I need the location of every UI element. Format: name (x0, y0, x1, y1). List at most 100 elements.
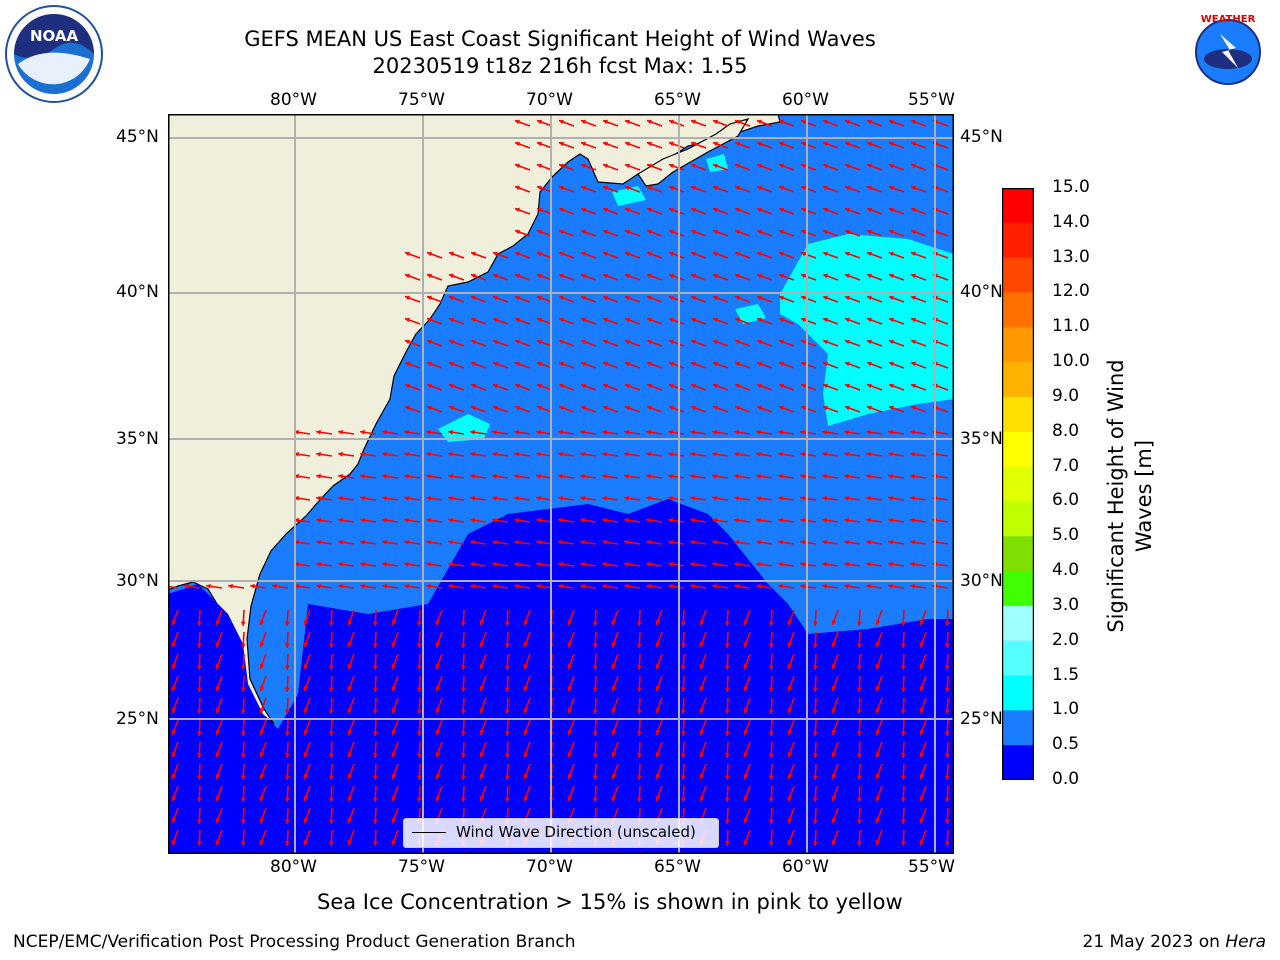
chart-title: GEFS MEAN US East Coast Significant Heig… (244, 27, 876, 51)
wave-direction-arrowhead (844, 273, 850, 279)
wave-direction-arrowhead (655, 708, 661, 713)
wave-direction-arrowhead (492, 495, 497, 501)
wave-direction-arrowhead (910, 339, 916, 345)
wave-direction-arrowhead (831, 664, 837, 669)
wave-direction-arrowhead (536, 583, 541, 589)
wave-direction-arrowhead (523, 708, 529, 713)
wave-direction-arrowhead (712, 251, 718, 257)
wave-direction-arrowhead (391, 642, 397, 647)
wave-direction-arrowhead (756, 495, 761, 501)
colorbar-tick-label: 0.0 (1052, 769, 1080, 789)
wave-direction-arrowhead (910, 451, 915, 457)
wave-direction-arrowhead (690, 119, 696, 125)
wave-direction-arrowhead (831, 708, 837, 713)
wave-direction-arrowhead (426, 583, 431, 589)
wave-direction-arrowhead (435, 708, 441, 713)
colorbar-tick-label: 8.0 (1052, 420, 1080, 441)
wave-direction-arrowhead (470, 451, 475, 457)
lon-label-top: 60°W (782, 90, 829, 110)
wave-direction-arrowhead (800, 295, 806, 301)
colorbar-cell (1002, 257, 1034, 293)
noaa-logo-text: NOAA (30, 27, 79, 45)
wave-direction-arrowhead (448, 273, 454, 279)
wave-direction-arrowhead (372, 621, 378, 626)
wave-direction-arrowhead (514, 495, 519, 501)
wave-direction-arrowhead (624, 185, 630, 191)
wave-direction-arrowhead (391, 774, 397, 779)
wave-direction-arrowhead (624, 561, 629, 567)
wave-direction-arrowhead (888, 451, 893, 457)
wave-direction-arrowhead (756, 473, 761, 479)
wave-direction-arrowhead (756, 251, 762, 257)
wave-direction-arrowhead (391, 686, 397, 691)
colorbar-cell (1002, 327, 1034, 363)
wave-direction-arrowhead (448, 405, 454, 411)
wave-direction-arrowhead (822, 405, 828, 411)
wave-direction-arrowhead (690, 251, 696, 257)
wave-direction-arrowhead (888, 583, 893, 589)
wave-direction-arrowhead (646, 473, 651, 479)
wave-direction-arrowhead (536, 539, 541, 545)
wave-direction-arrowhead (699, 730, 705, 735)
wave-direction-arrowhead (514, 383, 520, 389)
wave-direction-arrowhead (844, 539, 849, 545)
wave-direction-arrowhead (316, 473, 321, 479)
wave-direction-arrowhead (888, 517, 893, 523)
wave-direction-arrowhead (536, 473, 541, 479)
wave-direction-arrowhead (712, 185, 718, 191)
wave-direction-arrowhead (404, 251, 410, 257)
wave-direction-arrowhead (514, 473, 519, 479)
wave-direction-arrowhead (338, 517, 343, 523)
wave-direction-arrowhead (426, 539, 431, 545)
wave-direction-arrowhead (778, 495, 783, 501)
wave-direction-arrowhead (536, 229, 542, 235)
wave-direction-arrowhead (900, 665, 906, 670)
wave-direction-arrowhead (259, 620, 265, 625)
wave-direction-arrowhead (416, 621, 422, 626)
wave-direction-arrowhead (668, 251, 674, 257)
wave-direction-arrowhead (822, 429, 827, 435)
wave-direction-arrowhead (558, 361, 564, 367)
wave-direction-arrowhead (215, 620, 221, 625)
wave-direction-arrowhead (636, 731, 642, 736)
wave-direction-arrowhead (680, 621, 686, 626)
wave-direction-arrowhead (768, 841, 774, 846)
wave-direction-arrowhead (460, 687, 466, 692)
wave-direction-arrowhead (756, 295, 762, 301)
wave-direction-arrowhead (668, 517, 673, 523)
wave-direction-arrowhead (580, 517, 585, 523)
wave-direction-arrowhead (668, 295, 674, 301)
wave-direction-arrowhead (536, 273, 542, 279)
wave-direction-arrowhead (944, 819, 950, 824)
wave-direction-arrowhead (435, 686, 441, 691)
wave-direction-arrowhead (303, 686, 309, 691)
wave-direction-arrowhead (831, 796, 837, 801)
wave-direction-arrowhead (743, 774, 749, 779)
wave-direction-arrowhead (338, 451, 343, 457)
wave-direction-arrowhead (196, 665, 202, 670)
wave-direction-arrowhead (646, 583, 651, 589)
colorbar-tick-label: 6.0 (1052, 490, 1080, 511)
wave-direction-arrowhead (690, 429, 695, 435)
wave-direction-arrowhead (196, 687, 202, 692)
colorbar-tick-label: 3.0 (1052, 594, 1080, 615)
wave-direction-arrowhead (888, 495, 893, 501)
wave-direction-arrowhead (372, 819, 378, 824)
wave-direction-arrowhead (492, 429, 497, 435)
wave-direction-arrowhead (646, 561, 651, 567)
wave-direction-arrowhead (944, 841, 950, 846)
lon-label-bottom: 70°W (526, 857, 573, 877)
wave-direction-arrowhead (778, 317, 784, 323)
wave-direction-arrowhead (514, 141, 520, 147)
wave-direction-arrowhead (787, 840, 793, 845)
wave-direction-arrowhead (734, 207, 740, 213)
wave-direction-arrowhead (536, 251, 542, 257)
wave-direction-arrowhead (944, 621, 950, 626)
wave-direction-arrowhead (328, 621, 334, 626)
wave-direction-arrowhead (900, 643, 906, 648)
wave-direction-arrowhead (294, 451, 299, 457)
wave-direction-arrowhead (611, 796, 617, 801)
wave-direction-arrowhead (844, 295, 850, 301)
wave-direction-arrowhead (668, 451, 673, 457)
wave-direction-arrowhead (866, 119, 872, 125)
